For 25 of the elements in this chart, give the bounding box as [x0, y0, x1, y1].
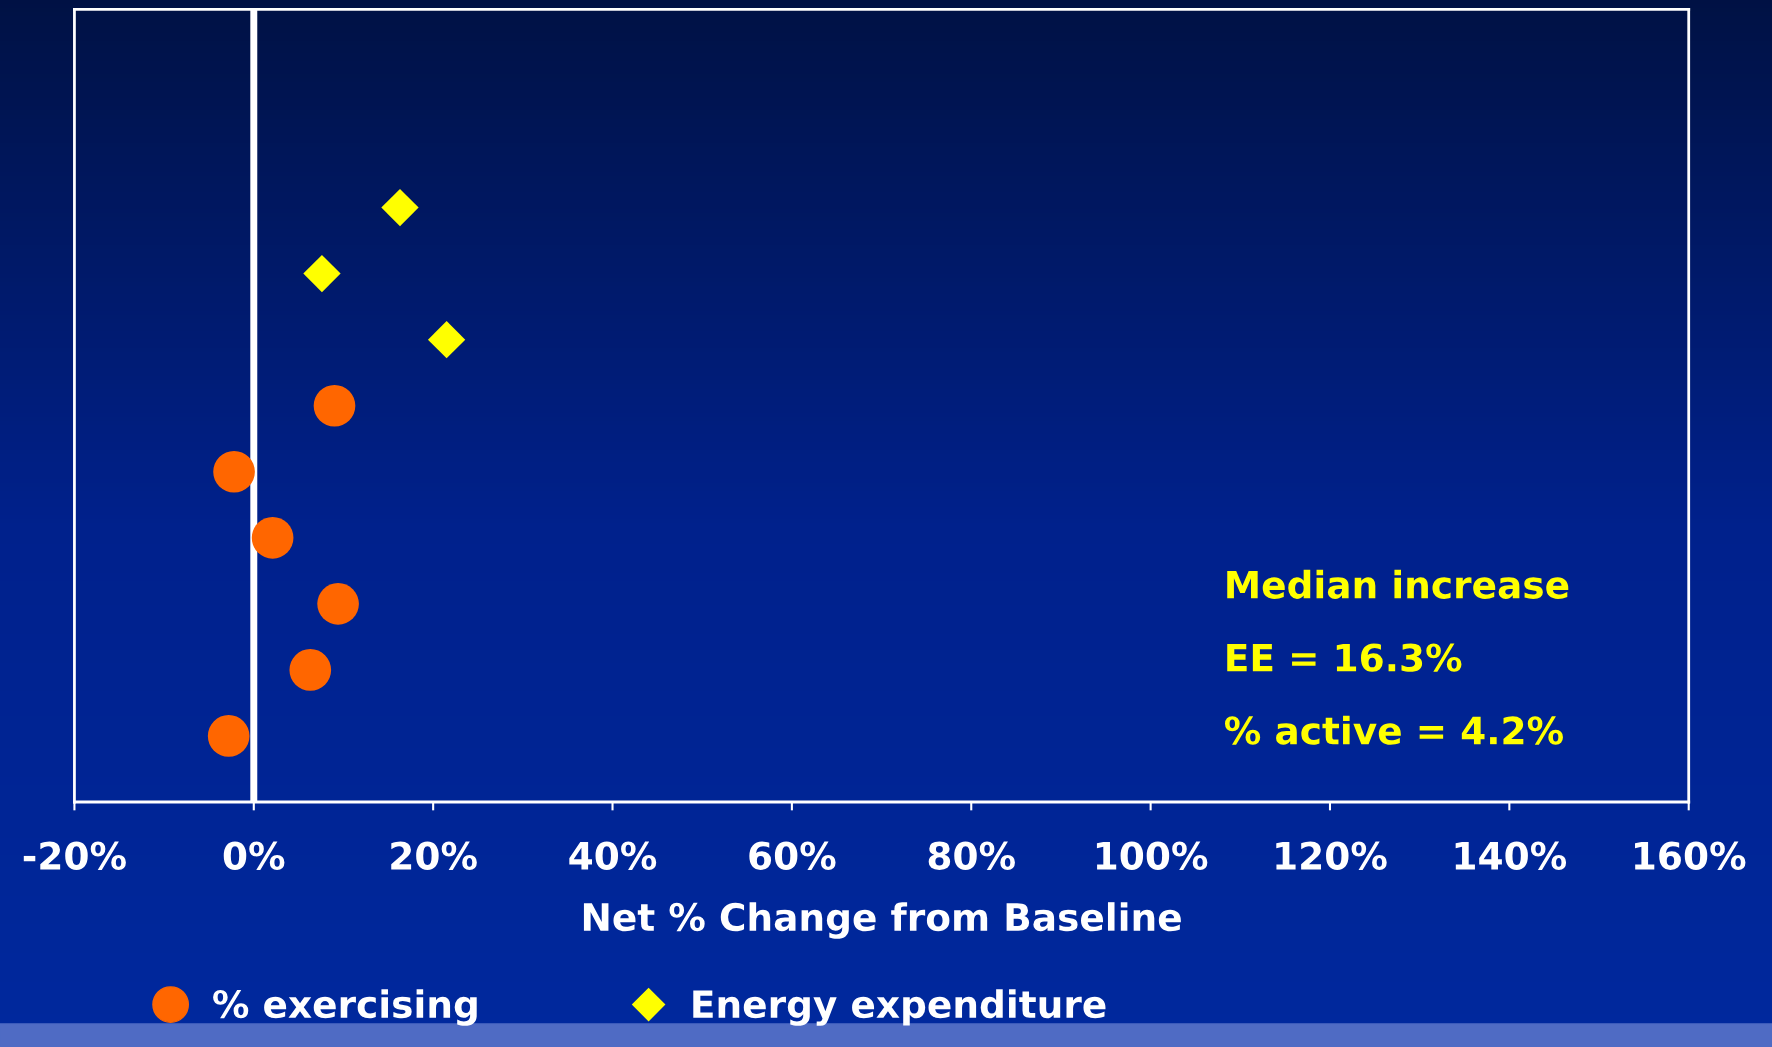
- legend-label: Energy expenditure: [693, 989, 1106, 1026]
- annotation: EE = 16.3%: [1227, 643, 1462, 672]
- point: [289, 649, 332, 691]
- x-tick-label: 160%: [1635, 841, 1746, 870]
- x-tick-label: 100%: [1096, 841, 1208, 870]
- x-tick-label: 0%: [223, 841, 285, 870]
- x-tick-label: -20%: [23, 841, 126, 870]
- legend-label: % exercising: [213, 989, 477, 1026]
- point: [213, 450, 255, 493]
- annotation: % active = 4.2%: [1225, 715, 1563, 745]
- point: [207, 715, 250, 757]
- point: [427, 321, 466, 359]
- x-tick-label: 80%: [928, 841, 1015, 870]
- point: [317, 583, 359, 625]
- x-tick-label: 40%: [569, 841, 657, 870]
- x-tick-label: 60%: [749, 841, 836, 870]
- point: [313, 384, 356, 427]
- x-tick-label: 140%: [1455, 841, 1567, 870]
- point: [381, 188, 419, 227]
- x-axis-title: Net % Change from Baseline: [583, 902, 1181, 939]
- point: [251, 516, 294, 559]
- point: [303, 254, 341, 293]
- x-tick-label: 120%: [1276, 841, 1387, 870]
- x-tick-label: 20%: [391, 841, 477, 870]
- annotation: Median increase: [1227, 569, 1569, 599]
